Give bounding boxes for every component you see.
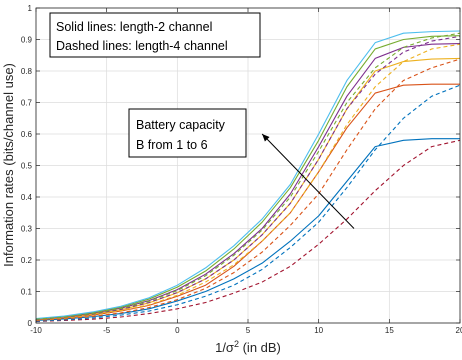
dashed-series-line-12 bbox=[35, 32, 461, 320]
y-tick-label: 1 bbox=[28, 4, 33, 13]
x-tick-label: 5 bbox=[246, 326, 251, 335]
x-axis-title-superscript: 2 bbox=[234, 339, 239, 349]
y-tick-label: 0.3 bbox=[21, 225, 33, 234]
annotation-box bbox=[128, 108, 247, 158]
y-tick-label: 0 bbox=[28, 319, 33, 328]
x-tick-label: 15 bbox=[385, 326, 394, 335]
x-tick-label: 20 bbox=[456, 326, 462, 335]
legend-box bbox=[49, 12, 261, 58]
y-tick-label: 0.5 bbox=[21, 162, 33, 171]
y-tick-label: 0.4 bbox=[21, 193, 33, 202]
solid-series-line-5 bbox=[35, 35, 461, 320]
x-tick-label: 0 bbox=[175, 326, 180, 335]
x-tick-label: 10 bbox=[314, 326, 323, 335]
x-axis-ticks: -10 -5 0 5 10 15 20 bbox=[30, 8, 462, 335]
series-layer bbox=[35, 30, 461, 322]
annotation-text-line1: Battery capacity bbox=[136, 118, 226, 132]
y-tick-label: 0.1 bbox=[21, 288, 33, 297]
x-tick-label: -10 bbox=[30, 326, 42, 335]
annotation-arrow bbox=[261, 133, 355, 229]
dashed-series-line-7 bbox=[35, 139, 461, 322]
y-tick-label: 0.2 bbox=[21, 256, 33, 265]
y-axis-ticks: 0 0.1 0.2 0.3 0.4 0.5 0.6 0.7 0.8 0.9 1 bbox=[21, 4, 460, 328]
legend-text-dashed: Dashed lines: length-4 channel bbox=[56, 39, 228, 53]
dashed-series-line-10 bbox=[35, 43, 461, 321]
y-tick-label: 0.6 bbox=[21, 130, 33, 139]
arrow-shaft bbox=[261, 133, 355, 229]
y-axis-title: Information rates (bits/channel use) bbox=[1, 63, 16, 267]
annotation-text-line2: B from 1 to 6 bbox=[136, 138, 208, 152]
legend-text-solid: Solid lines: length-2 channel bbox=[56, 20, 212, 34]
dashed-series-line-8 bbox=[35, 84, 461, 322]
solid-series-line-6 bbox=[35, 30, 461, 320]
y-tick-label: 0.9 bbox=[21, 36, 33, 45]
arrow-head bbox=[262, 134, 270, 142]
dashed-series-line-9 bbox=[35, 58, 461, 322]
x-axis-title: 1/σ2 (in dB) bbox=[215, 339, 281, 355]
x-tick-label: -5 bbox=[103, 326, 111, 335]
y-tick-label: 0.8 bbox=[21, 67, 33, 76]
y-tick-label: 0.7 bbox=[21, 99, 33, 108]
dashed-series-line-11 bbox=[35, 35, 461, 321]
